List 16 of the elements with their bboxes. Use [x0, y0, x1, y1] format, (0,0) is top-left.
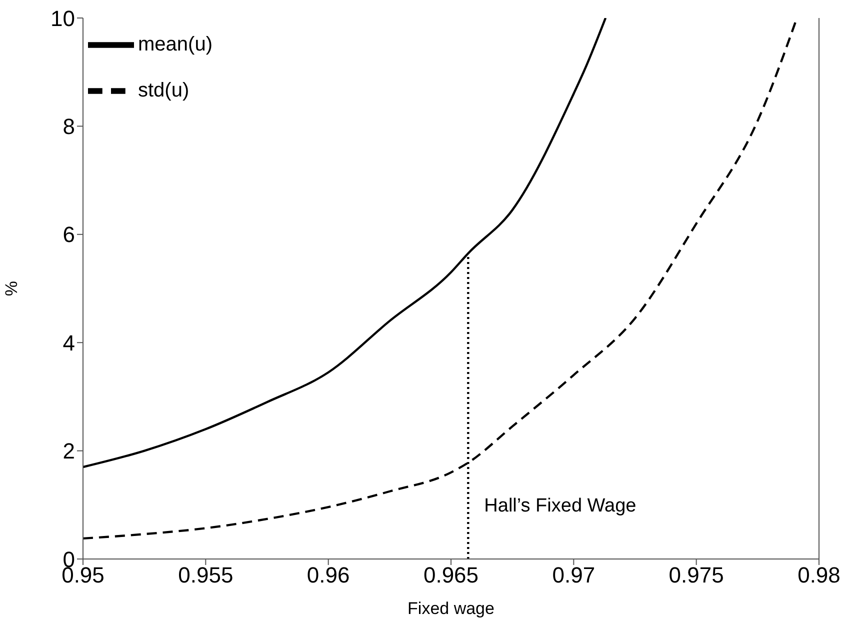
x-tick-label: 0.98	[798, 562, 840, 588]
x-tick-label: 0.955	[178, 562, 234, 588]
x-axis-title: Fixed wage	[408, 599, 494, 618]
y-tick-label: 4	[62, 330, 75, 356]
legend-label: mean(u)	[138, 33, 212, 56]
x-tick-label: 0.97	[552, 562, 596, 588]
x-tick-label: 0.96	[306, 562, 350, 588]
y-tick-label: 6	[62, 222, 75, 248]
y-tick-label: 8	[62, 114, 75, 140]
annotation: Hall’s Fixed Wage	[484, 496, 636, 517]
x-tick-label: 0.965	[423, 562, 479, 588]
y-tick-label: 10	[50, 6, 75, 31]
x-tick-label: 0.975	[668, 562, 724, 588]
legend-label: std(u)	[138, 79, 190, 102]
y-tick-label: 2	[62, 438, 75, 464]
y-axis-title: %	[2, 280, 22, 296]
